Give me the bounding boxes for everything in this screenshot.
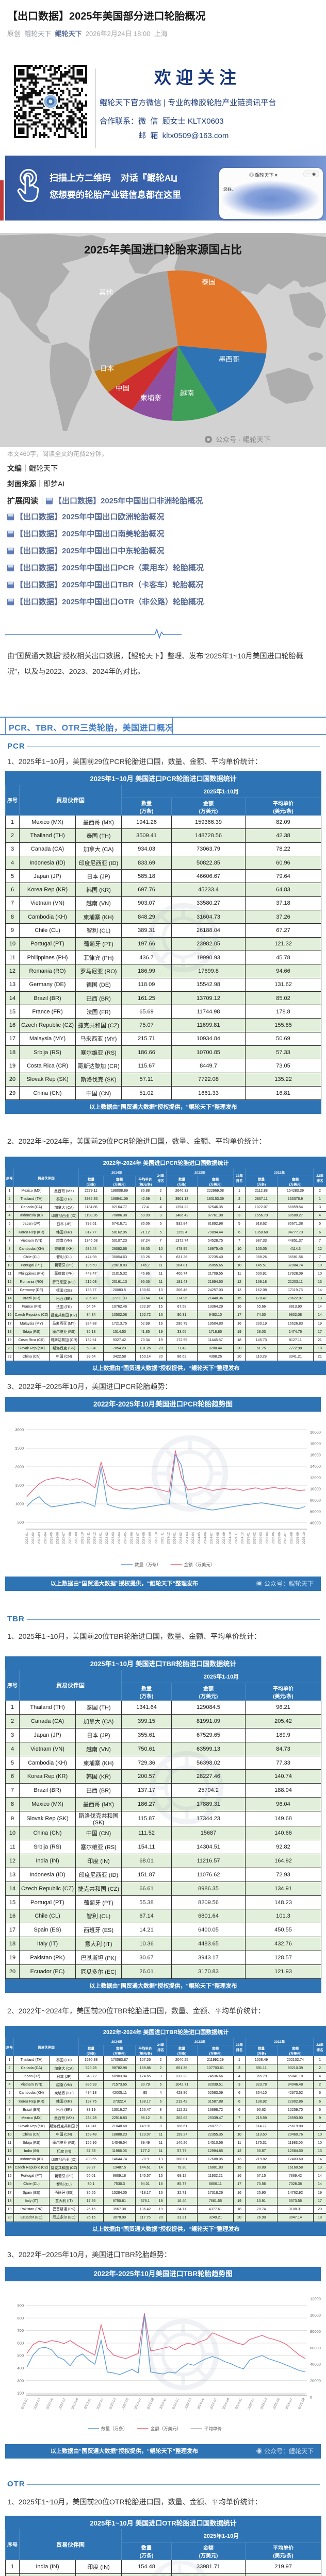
svg-text:中国: 中国	[116, 384, 129, 392]
svg-text:2023-09: 2023-09	[149, 1532, 152, 1545]
svg-text:200: 200	[17, 2391, 24, 2396]
svg-text:2022-07: 2022-07	[62, 1532, 66, 1545]
svg-text:40000: 40000	[310, 1521, 321, 1526]
svg-text:2024-03: 2024-03	[185, 1532, 189, 1545]
svg-text:2024-10: 2024-10	[229, 1532, 232, 1545]
svg-text:2025-03: 2025-03	[259, 1532, 263, 1545]
svg-text:2023-10: 2023-10	[155, 1532, 158, 1545]
svg-text:100000: 100000	[310, 1487, 321, 1492]
svg-text:2023-11: 2023-11	[161, 1532, 165, 1544]
svg-text:80000: 80000	[310, 2329, 321, 2334]
svg-text:2025年美国进口轮胎来源国占比: 2025年美国进口轮胎来源国占比	[84, 243, 242, 256]
svg-text:3000: 3000	[15, 1428, 24, 1432]
svg-text:金额（万美元）: 金额（万美元）	[151, 2426, 182, 2431]
svg-text:500: 500	[17, 2353, 24, 2358]
svg-text:140000: 140000	[310, 1464, 321, 1469]
svg-text:60000: 60000	[310, 1510, 321, 1514]
svg-text:2025-02: 2025-02	[253, 1532, 257, 1545]
svg-text:800: 800	[17, 2316, 24, 2320]
svg-text:2023-01: 2023-01	[99, 1532, 103, 1545]
svg-text:600: 600	[17, 2341, 24, 2345]
svg-text:2022-02: 2022-02	[31, 1532, 35, 1545]
svg-text:120000: 120000	[310, 1476, 321, 1480]
svg-text:2022-04: 2022-04	[44, 1532, 47, 1545]
svg-text:0: 0	[310, 2395, 312, 2399]
svg-text:2022-01: 2022-01	[25, 1532, 29, 1545]
svg-text:40000: 40000	[310, 2362, 321, 2367]
svg-text:2024-06: 2024-06	[204, 1532, 207, 1545]
svg-text:1500: 1500	[15, 1483, 24, 1488]
svg-text:160000: 160000	[310, 1453, 321, 1458]
svg-text:2025-04: 2025-04	[265, 1532, 269, 1545]
svg-text:100000: 100000	[310, 2313, 321, 2317]
svg-text:2022-09: 2022-09	[74, 1532, 78, 1545]
svg-text:20000: 20000	[310, 2379, 321, 2383]
svg-text:2025-07: 2025-07	[284, 1532, 287, 1545]
svg-text:400: 400	[17, 2366, 24, 2370]
svg-text:2024-12: 2024-12	[241, 1532, 244, 1545]
svg-text:2023-03: 2023-03	[111, 1532, 115, 1545]
svg-text:2024-08: 2024-08	[216, 1532, 220, 1545]
svg-text:60000: 60000	[310, 2346, 321, 2350]
svg-text:2024-11: 2024-11	[235, 1532, 238, 1544]
svg-text:2023-06: 2023-06	[130, 1532, 134, 1545]
svg-text:2023-02: 2023-02	[105, 1532, 109, 1545]
svg-text:2022-06: 2022-06	[56, 1532, 60, 1545]
svg-text:2023-05: 2023-05	[124, 1532, 127, 1545]
svg-text:2024-04: 2024-04	[191, 1532, 195, 1545]
svg-text:柬埔寨: 柬埔寨	[140, 394, 161, 402]
svg-text:金额（万美元）: 金额（万美元）	[184, 1562, 215, 1567]
svg-text:500: 500	[17, 1520, 24, 1525]
svg-text:2024-09: 2024-09	[222, 1532, 226, 1545]
svg-text:2022-05: 2022-05	[50, 1532, 54, 1545]
svg-text:700: 700	[17, 2328, 24, 2333]
svg-text:2023-04: 2023-04	[118, 1532, 121, 1545]
svg-text:越南: 越南	[180, 389, 194, 397]
svg-text:900: 900	[17, 2303, 24, 2308]
svg-text:1000: 1000	[15, 1502, 24, 1506]
svg-text:180000: 180000	[310, 1442, 321, 1446]
svg-text:2024-05: 2024-05	[198, 1532, 201, 1545]
svg-text:2500: 2500	[15, 1446, 24, 1451]
svg-text:80000: 80000	[310, 1498, 321, 1503]
svg-text:数量（万条）: 数量（万条）	[135, 1562, 161, 1567]
svg-text:2025-06: 2025-06	[278, 1532, 281, 1545]
svg-text:日本: 日本	[100, 365, 114, 372]
svg-text:2022-11: 2022-11	[87, 1532, 90, 1544]
svg-text:公众号 · 鲲轮天下: 公众号 · 鲲轮天下	[216, 436, 271, 444]
svg-text:2022-10: 2022-10	[80, 1532, 84, 1545]
svg-text:2000: 2000	[15, 1465, 24, 1469]
svg-text:2022-12: 2022-12	[93, 1532, 96, 1545]
svg-text:2024-02: 2024-02	[179, 1532, 183, 1545]
svg-text:泰国: 泰国	[202, 278, 216, 286]
svg-text:2025-08: 2025-08	[290, 1532, 294, 1545]
svg-text:300: 300	[17, 2378, 24, 2383]
svg-text:2025-05: 2025-05	[271, 1532, 275, 1545]
svg-text:2024-01: 2024-01	[173, 1532, 176, 1545]
svg-text:2022-03: 2022-03	[38, 1532, 41, 1545]
svg-text:2023-07: 2023-07	[136, 1532, 140, 1545]
svg-text:平均单价: 平均单价	[204, 2426, 222, 2431]
svg-text:墨西哥: 墨西哥	[219, 355, 240, 363]
svg-text:2023-08: 2023-08	[142, 1532, 146, 1545]
svg-text:数量（万条）: 数量（万条）	[101, 2426, 127, 2431]
svg-text:2025-10: 2025-10	[302, 1532, 306, 1545]
svg-text:2024-07: 2024-07	[210, 1532, 214, 1545]
svg-text:2022-08: 2022-08	[69, 1532, 72, 1545]
svg-text:2023-12: 2023-12	[167, 1532, 170, 1545]
svg-text:2025-09: 2025-09	[296, 1532, 300, 1545]
svg-text:120000: 120000	[310, 2297, 321, 2301]
svg-text:其他: 其他	[99, 289, 113, 296]
svg-text:2025-01: 2025-01	[247, 1532, 251, 1545]
